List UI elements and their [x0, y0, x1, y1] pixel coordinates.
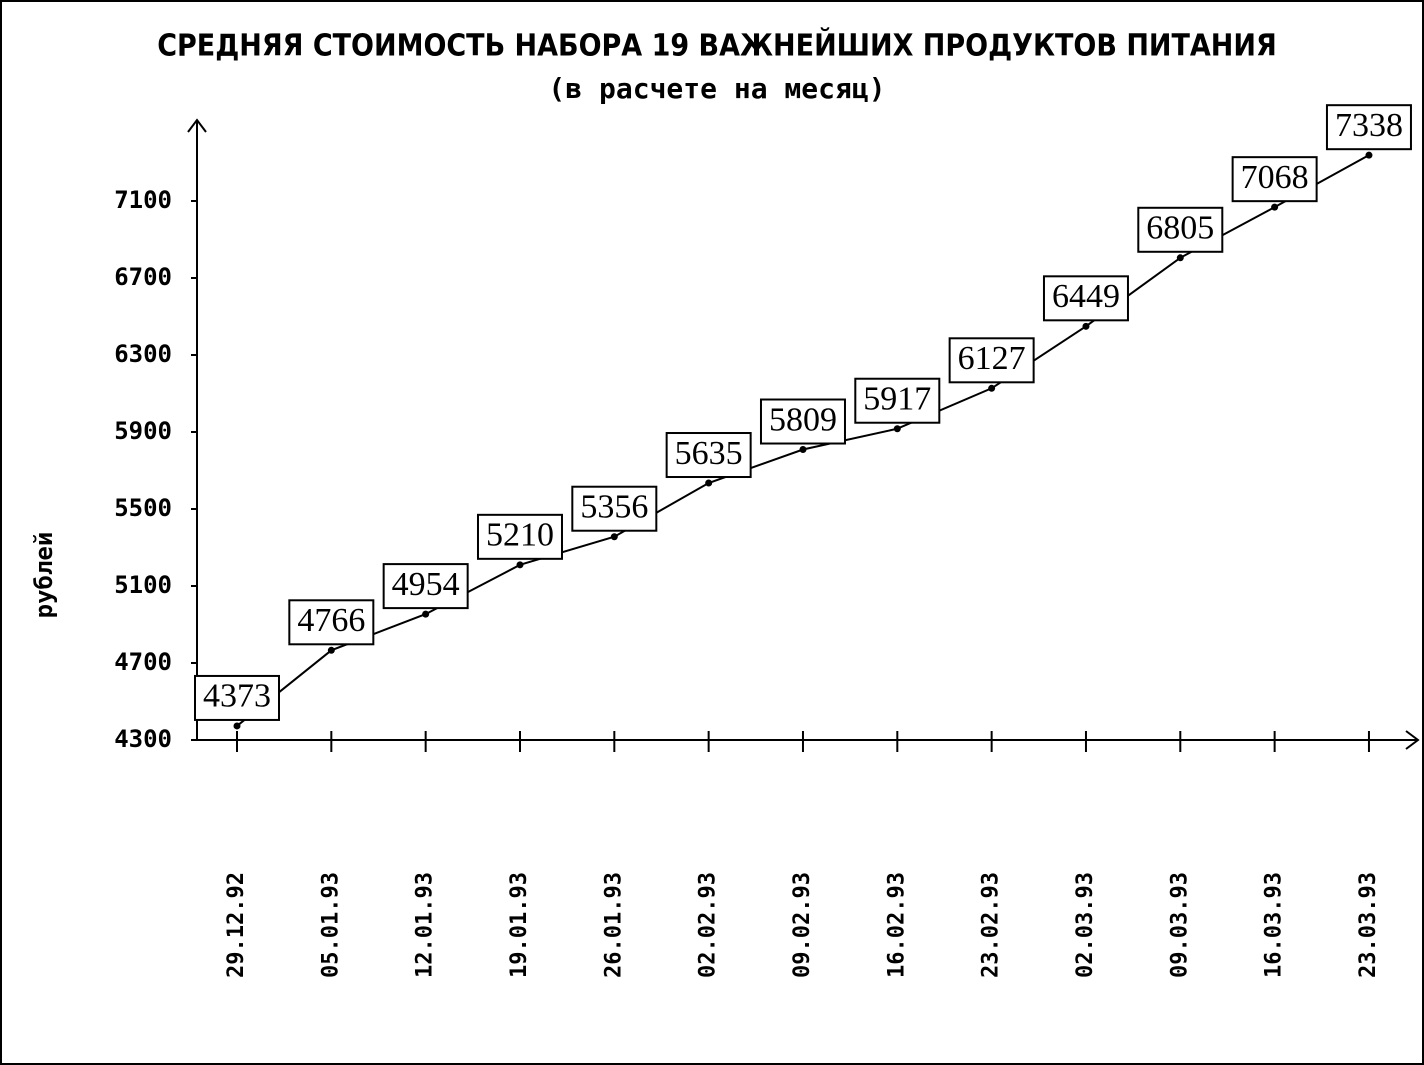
- x-tick-label: 09.03.93: [1167, 872, 1192, 978]
- y-tick-label: 5100: [114, 571, 172, 599]
- y-tick-label: 5900: [114, 417, 172, 445]
- data-label: 6449: [1052, 278, 1120, 315]
- data-label: 6805: [1146, 210, 1214, 247]
- x-tick-label: 16.03.93: [1262, 872, 1287, 978]
- point: [1082, 322, 1090, 330]
- label-box: [194, 674, 280, 721]
- data-label: 7068: [1241, 159, 1309, 196]
- data-label: 4373: [203, 678, 271, 715]
- x-tick-label: 26.01.93: [601, 872, 626, 978]
- x-tick-label: 23.02.93: [979, 872, 1004, 978]
- x-tick-label: 16.02.93: [884, 872, 909, 978]
- point: [988, 384, 996, 392]
- y-tick-label: 5500: [114, 494, 172, 522]
- point: [705, 479, 713, 487]
- point: [1176, 254, 1184, 262]
- x-tick-label: 02.02.93: [696, 872, 721, 978]
- y-tick-label: 6300: [114, 340, 172, 368]
- x-tick-label: 19.01.93: [507, 872, 532, 978]
- data-label: 5635: [675, 435, 743, 472]
- y-axis-label: рублей: [30, 532, 58, 619]
- data-label: 4766: [297, 602, 365, 639]
- point: [233, 722, 241, 730]
- label-box: [476, 513, 563, 560]
- label-box: [382, 563, 469, 610]
- point: [1365, 151, 1373, 159]
- x-tick-label: 29.12.92: [224, 872, 249, 978]
- y-tick-label: 6700: [114, 263, 172, 291]
- data-label: 5917: [863, 381, 931, 418]
- x-tick-label: 02.03.93: [1073, 872, 1098, 978]
- x-axis: [197, 730, 1420, 750]
- point: [422, 610, 430, 618]
- data-label: 4954: [392, 566, 460, 603]
- chart-subtitle: (в расчете на месяц): [548, 72, 885, 105]
- y-tick-label: 7100: [114, 186, 172, 214]
- label-box: [288, 599, 375, 646]
- point: [893, 425, 901, 433]
- chart-title: СРЕДНЯЯ СТОИМОСТЬ НАБОРА 19 ВАЖНЕЙШИХ ПР…: [157, 28, 1277, 64]
- label-box: [665, 432, 752, 479]
- data-label: 5809: [769, 401, 837, 438]
- x-tick-label: 23.03.93: [1356, 872, 1381, 978]
- y-axis: [187, 118, 207, 740]
- data-label: 6127: [958, 340, 1026, 377]
- x-tick-label: 05.01.93: [318, 872, 343, 978]
- y-tick-label: 4700: [114, 648, 172, 676]
- label-box: [1231, 156, 1318, 203]
- data-label: 7338: [1335, 107, 1403, 144]
- x-tick-label: 12.01.93: [413, 872, 438, 978]
- point: [610, 533, 618, 541]
- label-box: [1325, 104, 1412, 151]
- data-label: 5210: [486, 517, 554, 554]
- label-box: [854, 377, 941, 424]
- point: [327, 646, 335, 654]
- y-tick-label: 4300: [114, 725, 172, 753]
- label-box: [948, 337, 1035, 384]
- point: [516, 561, 524, 569]
- point: [799, 446, 807, 454]
- x-tick-label: 09.02.93: [790, 872, 815, 978]
- label-box: [571, 485, 658, 532]
- point: [1271, 203, 1279, 211]
- label-box: [1137, 206, 1224, 253]
- label-box: [759, 398, 846, 445]
- label-box: [1042, 275, 1129, 322]
- data-label: 5356: [580, 489, 648, 526]
